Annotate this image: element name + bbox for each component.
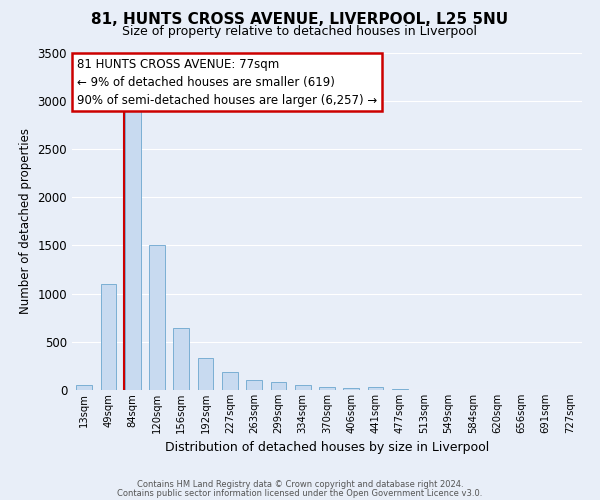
Bar [392, 389, 408, 390]
Bar [149, 246, 165, 390]
Text: Contains public sector information licensed under the Open Government Licence v3: Contains public sector information licen… [118, 488, 482, 498]
Bar [101, 284, 116, 390]
Bar [343, 388, 359, 390]
Text: 81 HUNTS CROSS AVENUE: 77sqm
← 9% of detached houses are smaller (619)
90% of se: 81 HUNTS CROSS AVENUE: 77sqm ← 9% of det… [77, 58, 377, 106]
Bar [197, 358, 214, 390]
Bar [173, 328, 189, 390]
Bar [368, 387, 383, 390]
Y-axis label: Number of detached properties: Number of detached properties [19, 128, 32, 314]
X-axis label: Distribution of detached houses by size in Liverpool: Distribution of detached houses by size … [165, 442, 489, 454]
Bar [295, 385, 311, 390]
Bar [222, 372, 238, 390]
Bar [271, 382, 286, 390]
Text: 81, HUNTS CROSS AVENUE, LIVERPOOL, L25 5NU: 81, HUNTS CROSS AVENUE, LIVERPOOL, L25 5… [91, 12, 509, 28]
Text: Size of property relative to detached houses in Liverpool: Size of property relative to detached ho… [122, 25, 478, 38]
Text: Contains HM Land Registry data © Crown copyright and database right 2024.: Contains HM Land Registry data © Crown c… [137, 480, 463, 489]
Bar [319, 386, 335, 390]
Bar [76, 385, 92, 390]
Bar [125, 110, 140, 390]
Bar [246, 380, 262, 390]
